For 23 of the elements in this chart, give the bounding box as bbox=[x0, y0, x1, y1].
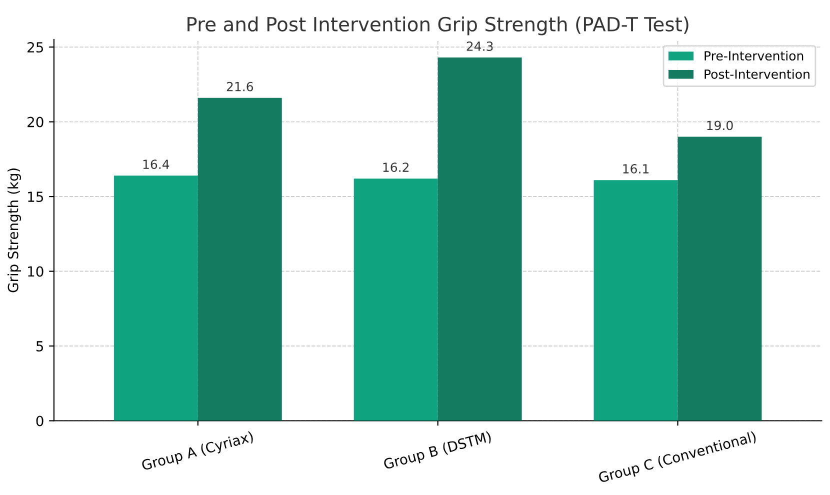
data-label: 24.3 bbox=[466, 41, 493, 51]
data-label: 16.1 bbox=[623, 164, 649, 174]
y-tick-label: 15 bbox=[28, 192, 44, 202]
x-tick-label: Group B (DSTM) bbox=[383, 430, 492, 472]
y-tick-label: 25 bbox=[28, 42, 44, 53]
bar bbox=[114, 176, 198, 421]
data-label: 21.6 bbox=[226, 82, 254, 92]
data-label: 16.2 bbox=[383, 162, 409, 172]
bar bbox=[438, 58, 522, 421]
y-tick-label: 5 bbox=[36, 341, 44, 352]
bar bbox=[678, 136, 762, 421]
bar bbox=[198, 98, 282, 421]
y-tick-label: 0 bbox=[36, 416, 44, 426]
bar bbox=[354, 178, 438, 421]
data-label: 16.4 bbox=[143, 160, 170, 170]
y-axis-title: Grip Strength (kg) bbox=[8, 168, 21, 292]
chart-title: Pre and Post Intervention Grip Strength (PAD-T Test) bbox=[188, 16, 688, 36]
bar bbox=[594, 180, 678, 421]
legend-label: Post-Intervention bbox=[704, 69, 810, 79]
legend-label: Pre-Intervention bbox=[704, 50, 804, 61]
y-tick-label: 20 bbox=[28, 116, 44, 128]
data-label: 19.0 bbox=[707, 120, 733, 130]
y-tick-label: 10 bbox=[28, 266, 44, 277]
